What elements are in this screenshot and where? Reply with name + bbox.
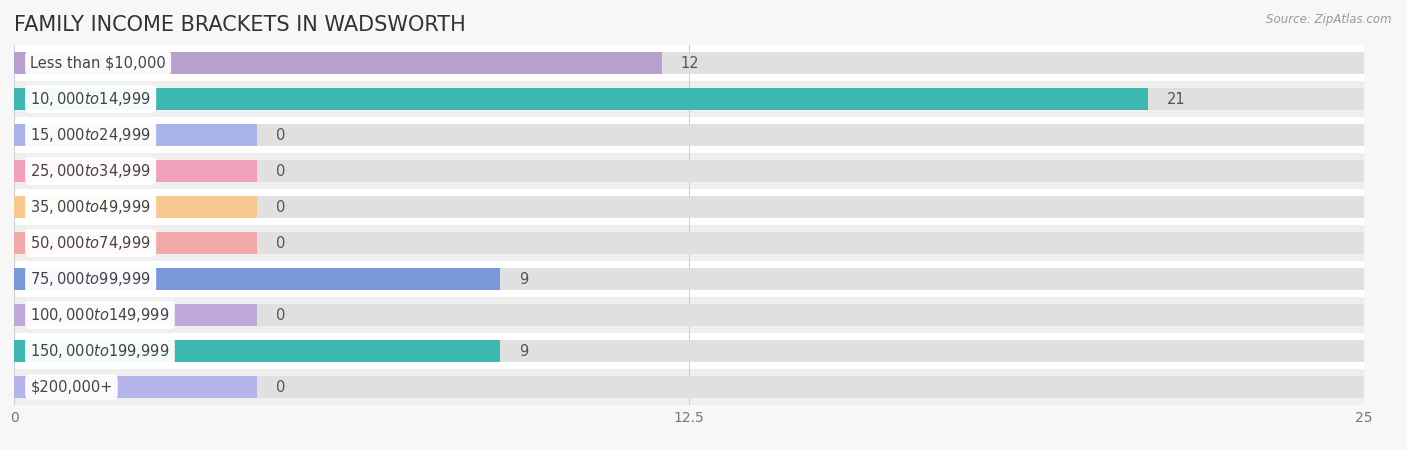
Bar: [14, 304, 257, 326]
Bar: [14, 333, 1364, 369]
Bar: [14, 81, 1364, 117]
Bar: [14, 340, 1364, 362]
Text: 0: 0: [276, 235, 285, 251]
Text: FAMILY INCOME BRACKETS IN WADSWORTH: FAMILY INCOME BRACKETS IN WADSWORTH: [14, 15, 465, 35]
Text: $75,000 to $99,999: $75,000 to $99,999: [31, 270, 150, 288]
Text: 9: 9: [519, 343, 529, 359]
Bar: [14, 153, 1364, 189]
Bar: [14, 196, 1364, 218]
Bar: [14, 261, 1364, 297]
Bar: [14, 52, 662, 74]
Bar: [14, 232, 1364, 254]
Bar: [14, 297, 1364, 333]
Text: Less than $10,000: Less than $10,000: [31, 55, 166, 71]
Bar: [14, 225, 1364, 261]
Bar: [14, 88, 1364, 110]
Text: 0: 0: [276, 163, 285, 179]
Bar: [14, 369, 1364, 405]
Bar: [14, 340, 501, 362]
Bar: [14, 88, 1147, 110]
Text: 0: 0: [276, 307, 285, 323]
Text: $10,000 to $14,999: $10,000 to $14,999: [31, 90, 150, 108]
Text: $100,000 to $149,999: $100,000 to $149,999: [31, 306, 170, 324]
Text: $50,000 to $74,999: $50,000 to $74,999: [31, 234, 150, 252]
Text: $35,000 to $49,999: $35,000 to $49,999: [31, 198, 150, 216]
Text: 21: 21: [1167, 91, 1185, 107]
Text: Source: ZipAtlas.com: Source: ZipAtlas.com: [1267, 14, 1392, 27]
Bar: [14, 124, 257, 146]
Text: 0: 0: [276, 127, 285, 143]
Bar: [14, 304, 1364, 326]
Bar: [14, 376, 257, 398]
Text: 0: 0: [276, 199, 285, 215]
Bar: [14, 196, 257, 218]
Text: $200,000+: $200,000+: [31, 379, 112, 395]
Bar: [14, 45, 1364, 81]
Bar: [14, 52, 1364, 74]
Bar: [14, 160, 257, 182]
Bar: [14, 268, 1364, 290]
Text: 12: 12: [681, 55, 699, 71]
Bar: [14, 232, 257, 254]
Bar: [14, 124, 1364, 146]
Bar: [14, 376, 1364, 398]
Text: 9: 9: [519, 271, 529, 287]
Bar: [14, 117, 1364, 153]
Text: $150,000 to $199,999: $150,000 to $199,999: [31, 342, 170, 360]
Bar: [14, 160, 1364, 182]
Text: $15,000 to $24,999: $15,000 to $24,999: [31, 126, 150, 144]
Text: $25,000 to $34,999: $25,000 to $34,999: [31, 162, 150, 180]
Text: 0: 0: [276, 379, 285, 395]
Bar: [14, 268, 501, 290]
Bar: [14, 189, 1364, 225]
